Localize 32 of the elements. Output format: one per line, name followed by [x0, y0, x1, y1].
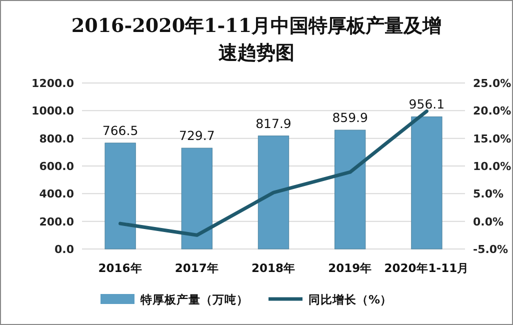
title: 2016-2020年1-11月中国特厚板产量及增速趋势图: [71, 15, 442, 64]
y-tick-label: 1000.0: [32, 104, 74, 118]
y2-tick-label: 25.0%: [473, 77, 512, 90]
y2-tick-label: 10.0%: [473, 160, 512, 173]
y2-tick-label: 0.0%: [473, 215, 504, 228]
data-label: 766.5: [102, 122, 138, 138]
legend-label: 同比增长（%）: [308, 292, 392, 306]
data-label: 817.9: [256, 116, 292, 131]
x-tick-label: 2020年1-11月: [384, 261, 470, 275]
y-tick-label: 1200.0: [32, 77, 74, 90]
x-tick-label: 2018年: [251, 261, 296, 275]
y-tick-label: 800.0: [39, 132, 74, 146]
bar: [104, 142, 136, 250]
bar: [258, 136, 290, 250]
x-tick-label: 2019年: [328, 261, 372, 275]
data-label: 859.9: [332, 110, 368, 126]
y2-tick-label: 15.0%: [473, 132, 512, 146]
x-tick-label: 2017年: [174, 261, 219, 275]
bar: [181, 148, 212, 250]
bar: [411, 116, 442, 250]
y-tick-label: 0.0: [54, 243, 74, 256]
y2-tick-label: 5.0%: [473, 188, 504, 201]
y-tick-label: 600.0: [39, 160, 74, 173]
y2-tick-label: 20.0%: [473, 104, 512, 118]
data-label: 956.1: [408, 96, 445, 112]
legend-label: 特厚板产量（万吨）: [140, 292, 248, 306]
y-tick-label: 400.0: [39, 188, 74, 201]
data-label: 729.7: [179, 128, 215, 144]
x-tick-label: 2016年: [98, 261, 142, 275]
bar: [334, 130, 366, 250]
y-tick-label: 200.0: [39, 215, 74, 228]
y2-tick-label: -5.0%: [473, 243, 508, 256]
